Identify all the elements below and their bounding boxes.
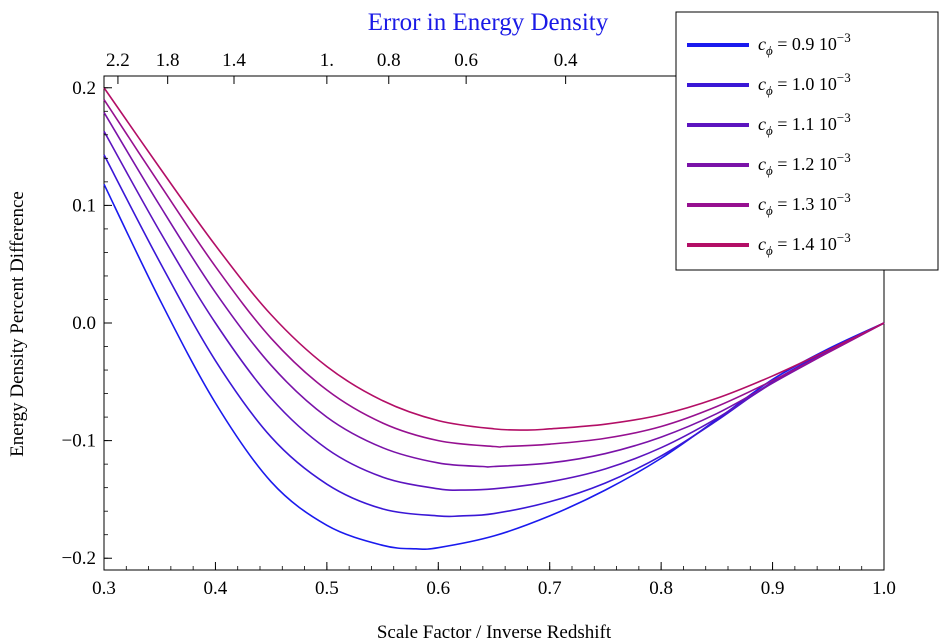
series-line-5 xyxy=(103,99,885,448)
x-axis-ticks: 0.3 0.4 0.5 0.6 0.7 0.8 0.9 1.0 xyxy=(92,562,896,599)
top-tick-label: 2.2 xyxy=(106,50,130,71)
legend-label-5: cϕ = 1.3 10−3 xyxy=(758,190,851,218)
y-tick-label: −0.2 xyxy=(62,548,96,569)
legend: cϕ = 0.9 10−3 cϕ = 1.0 10−3 cϕ = 1.1 10−3 c… xyxy=(675,11,939,271)
series-line-4 xyxy=(103,112,885,468)
x-tick-label: 0.3 xyxy=(92,578,116,599)
legend-label-6: cϕ = 1.4 10−3 xyxy=(758,230,851,258)
top-tick-label: 0.8 xyxy=(377,50,401,71)
top-tick-label: 0.6 xyxy=(454,50,478,71)
y-tick-label: −0.1 xyxy=(62,431,96,452)
x-tick-label: 0.4 xyxy=(204,578,228,599)
top-axis-ticks: 2.2 1.8 1.4 1. 0.8 0.6 0.4 xyxy=(106,50,578,84)
legend-label-3: cϕ = 1.1 10−3 xyxy=(758,110,851,138)
top-tick-label: 1. xyxy=(320,50,334,71)
legend-label-1: cϕ = 0.9 10−3 xyxy=(758,30,851,58)
legend-label-2: cϕ = 1.0 10−3 xyxy=(758,70,851,98)
y-tick-label: 0.2 xyxy=(72,78,96,99)
series-curves xyxy=(103,87,885,550)
x-tick-label: 0.6 xyxy=(426,578,450,599)
chart-title: Error in Energy Density xyxy=(368,9,609,36)
x-tick-label: 0.9 xyxy=(761,578,785,599)
x-tick-label: 0.8 xyxy=(649,578,673,599)
x-axis-label: Scale Factor / Inverse Redshift xyxy=(377,622,612,643)
x-tick-label: 0.5 xyxy=(315,578,339,599)
y-axis-label: Energy Density Percent Difference xyxy=(7,191,28,457)
x-tick-label: 1.0 xyxy=(872,578,896,599)
y-axis-ticks: −0.2 −0.1 0.0 0.1 0.2 xyxy=(62,78,112,569)
series-line-6 xyxy=(103,87,885,431)
y-tick-label: 0.1 xyxy=(72,195,96,216)
top-tick-label: 1.4 xyxy=(222,50,246,71)
legend-label-4: cϕ = 1.2 10−3 xyxy=(758,150,851,178)
legend-box xyxy=(675,11,939,271)
top-tick-label: 0.4 xyxy=(554,50,578,71)
series-line-3 xyxy=(103,130,885,492)
top-tick-label: 1.8 xyxy=(156,50,180,71)
y-tick-label: 0.0 xyxy=(72,313,96,334)
x-tick-label: 0.7 xyxy=(538,578,562,599)
